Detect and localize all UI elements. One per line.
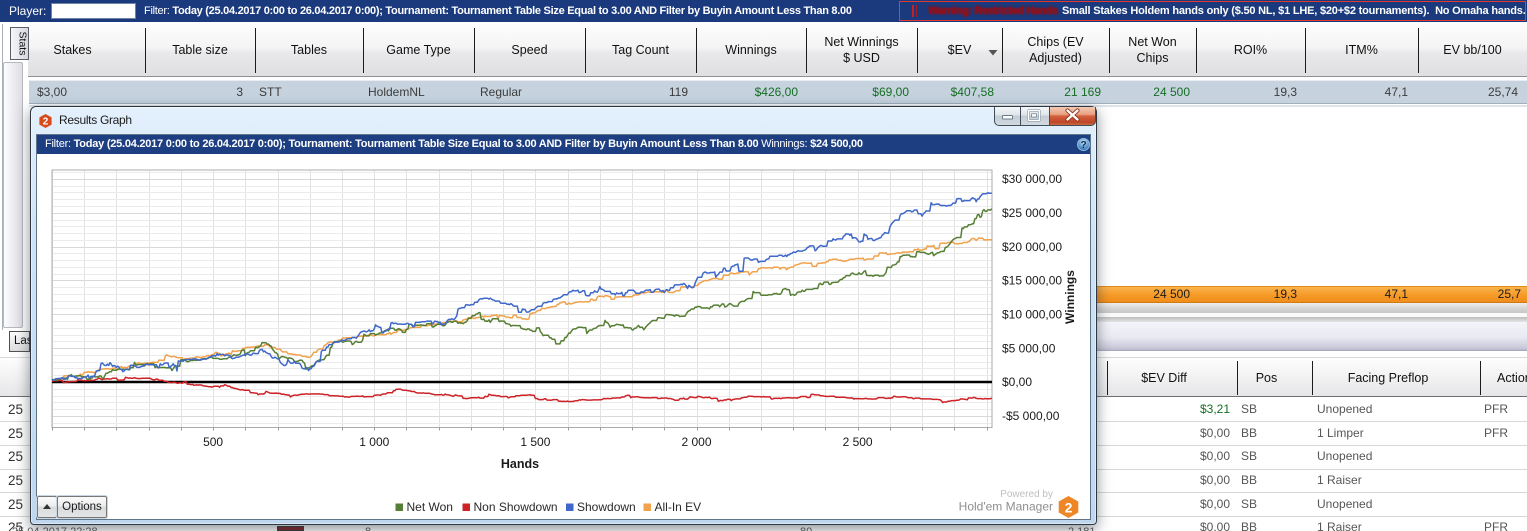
svg-text:$0,00: $0,00 bbox=[1002, 375, 1032, 389]
svg-text:Net Won: Net Won bbox=[407, 500, 453, 514]
svg-text:2: 2 bbox=[1065, 500, 1073, 516]
svg-text:1 500: 1 500 bbox=[520, 435, 550, 449]
svg-text:Showdown: Showdown bbox=[577, 500, 636, 514]
svg-text:$30 000,00: $30 000,00 bbox=[1002, 172, 1062, 186]
svg-text:All-In EV: All-In EV bbox=[655, 500, 702, 514]
svg-text:$20 000,00: $20 000,00 bbox=[1002, 240, 1062, 254]
svg-text:$15 000,00: $15 000,00 bbox=[1002, 274, 1062, 288]
svg-text:Stats: Stats bbox=[17, 32, 29, 56]
svg-text:$10 000,00: $10 000,00 bbox=[1002, 308, 1062, 322]
svg-text:$5 000,00: $5 000,00 bbox=[1002, 341, 1056, 355]
svg-text:2 500: 2 500 bbox=[843, 435, 873, 449]
svg-text:$25 000,00: $25 000,00 bbox=[1002, 206, 1062, 220]
svg-text:2: 2 bbox=[43, 117, 49, 128]
svg-text:500: 500 bbox=[203, 435, 223, 449]
svg-text:-$5 000,00: -$5 000,00 bbox=[1002, 409, 1060, 423]
svg-text:Winnings: Winnings bbox=[1063, 270, 1077, 324]
svg-text:2 000: 2 000 bbox=[681, 435, 711, 449]
svg-text:1 000: 1 000 bbox=[359, 435, 389, 449]
svg-text:Hold'em Manager: Hold'em Manager bbox=[959, 500, 1053, 514]
svg-text:Powered by: Powered by bbox=[1000, 489, 1053, 500]
svg-text:Non Showdown: Non Showdown bbox=[474, 500, 558, 514]
svg-text:Hands: Hands bbox=[501, 457, 539, 471]
